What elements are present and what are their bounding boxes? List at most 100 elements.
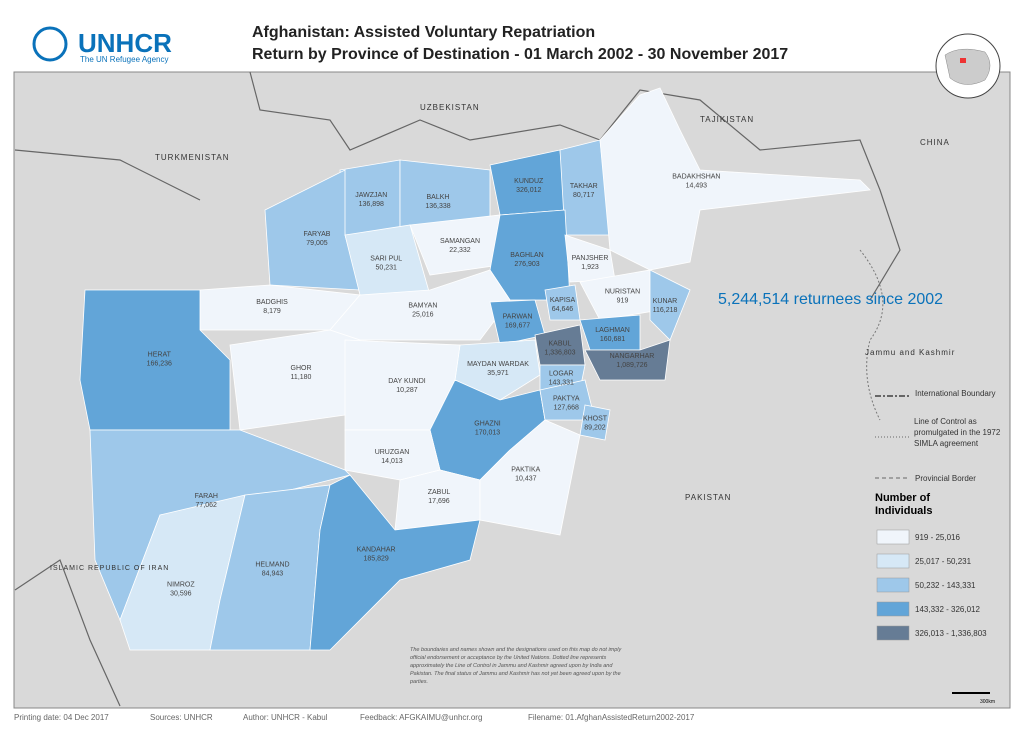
province-name: NIMROZ (167, 581, 195, 588)
footer-text: Filename: 01.AfghanAssistedReturn2002-20… (528, 713, 695, 722)
province-value: 1,923 (581, 264, 599, 271)
province-value: 11,180 (291, 374, 312, 381)
subtitle: Return by Province of Destination - 01 M… (252, 46, 788, 63)
province-name: PANJSHER (572, 255, 609, 262)
line-of-control (859, 249, 884, 421)
province-value: 116,218 (653, 307, 678, 314)
province-value: 80,717 (573, 192, 595, 199)
legend-swatch (876, 529, 910, 545)
province (309, 474, 481, 651)
province-name: BALKH (427, 194, 450, 201)
province-name: SAMANGAN (440, 238, 480, 245)
title: Afghanistan: Assisted Voluntary Repatria… (252, 24, 595, 41)
province-value: 276,903 (514, 261, 539, 268)
borders (14, 71, 901, 707)
province-value: 326,012 (516, 187, 541, 194)
province-value: 64,646 (552, 306, 574, 313)
province-value: 84,943 (262, 570, 284, 577)
province-name: KUNDUZ (514, 178, 544, 185)
province-name: LAGHMAN (595, 327, 630, 334)
legend-label: 919 - 25,016 (915, 533, 960, 542)
country-label: Jammu and Kashmir (865, 348, 955, 357)
province-name: DAY KUNDI (388, 378, 426, 385)
country-label: TAJIKISTAN (700, 115, 754, 124)
province-name: KANDAHAR (357, 546, 396, 553)
province-name: PARWAN (503, 314, 533, 321)
province-value: 127,668 (554, 405, 579, 412)
province-name: HELMAND (255, 561, 289, 568)
footer: Printing date: 04 Dec 2017 Sources: UNHCR… (14, 713, 695, 722)
provinces: JAWZJAN 136,898 BALKH 136,338 KUNDUZ 326,012 T… (79, 87, 871, 651)
legend-text: Provincial Border (915, 474, 976, 483)
province-value: 89,202 (584, 425, 606, 432)
province-name: BAGHLAN (510, 252, 543, 259)
province-name: BAMYAN (408, 302, 437, 309)
footer-text: Feedback: AFGKAIMU@unhcr.org (360, 713, 482, 722)
globe (935, 33, 1001, 99)
scale-label: 300km (980, 699, 995, 705)
country-label: TURKMENISTAN (155, 153, 230, 162)
province (584, 339, 671, 381)
legend-text: Line of Control as promulgated in the 19… (914, 417, 1001, 448)
legend-text-box: Line of Control as promulgated in the 19… (914, 417, 1001, 448)
province-name: TAKHAR (570, 183, 598, 190)
legend-label: 143,332 - 326,012 (915, 605, 980, 614)
legend-label: 50,232 - 143,331 (915, 581, 976, 590)
total-annotation: 5,244,514 returnees since 2002 (718, 291, 943, 308)
legend-title-box: Number of Individuals (875, 492, 932, 517)
province-value: 919 (617, 298, 629, 305)
disclaimer: The boundaries and names shown and the d… (410, 647, 622, 685)
province-name: ZABUL (428, 489, 451, 496)
province-name: KABUL (549, 341, 572, 348)
province-value: 77,062 (196, 502, 218, 509)
country-label: CHINA (920, 138, 950, 147)
province-value: 25,016 (412, 311, 434, 318)
footer-text: Author: UNHCR - Kabul (243, 713, 328, 722)
province-value: 136,898 (359, 201, 384, 208)
province-value: 50,231 (376, 265, 398, 272)
logo: UNHCR (78, 28, 172, 58)
province-name: BADAKHSHAN (672, 173, 720, 180)
province-name: PAKTYA (553, 396, 580, 403)
legend: 919 - 25,016 25,017 - 50,231 50,232 - 143,… (876, 529, 987, 641)
province (579, 404, 611, 441)
country-label: PAKISTAN (685, 493, 731, 502)
province-value: 185,829 (363, 555, 388, 562)
legend-label: 326,013 - 1,336,803 (915, 629, 987, 638)
province-value: 170,013 (475, 430, 500, 437)
province-name: FARYAB (304, 231, 331, 238)
province-value: 169,677 (505, 323, 530, 330)
logo-emblem (32, 26, 68, 62)
province-value: 35,971 (487, 370, 509, 377)
province-name: NANGARHAR (610, 353, 655, 360)
province-name: HERAT (148, 352, 172, 359)
province-value: 143,331 (549, 380, 574, 387)
legend-swatch (876, 625, 910, 641)
province-value: 10,437 (515, 475, 537, 482)
province-name: GHAZNI (474, 421, 501, 428)
province-value: 17,696 (428, 498, 450, 505)
country-label: UZBEKISTAN (420, 103, 480, 112)
province-name: PAKTIKA (511, 466, 540, 473)
province (479, 419, 581, 536)
province (79, 289, 231, 431)
province-value: 79,005 (306, 240, 328, 247)
legend-text: International Boundary (915, 389, 996, 398)
province-name: FARAH (195, 493, 218, 500)
province-value: 166,236 (147, 361, 172, 368)
province-value: 160,681 (600, 336, 625, 343)
province-value: 14,493 (686, 182, 708, 189)
province-name: JAWZJAN (355, 192, 387, 199)
footer-text: Sources: UNHCR (150, 713, 213, 722)
province-value: 8,179 (263, 308, 281, 315)
logo-subtitle: The UN Refugee Agency (80, 55, 169, 64)
province-name: KHOST (583, 416, 608, 423)
province-value: 30,596 (170, 590, 192, 597)
province (489, 209, 571, 301)
province-name: LOGAR (549, 371, 574, 378)
province-name: GHOR (291, 365, 312, 372)
country-label: ISLAMIC REPUBLIC OF IRAN (50, 565, 169, 572)
legend-swatch (876, 553, 910, 569)
